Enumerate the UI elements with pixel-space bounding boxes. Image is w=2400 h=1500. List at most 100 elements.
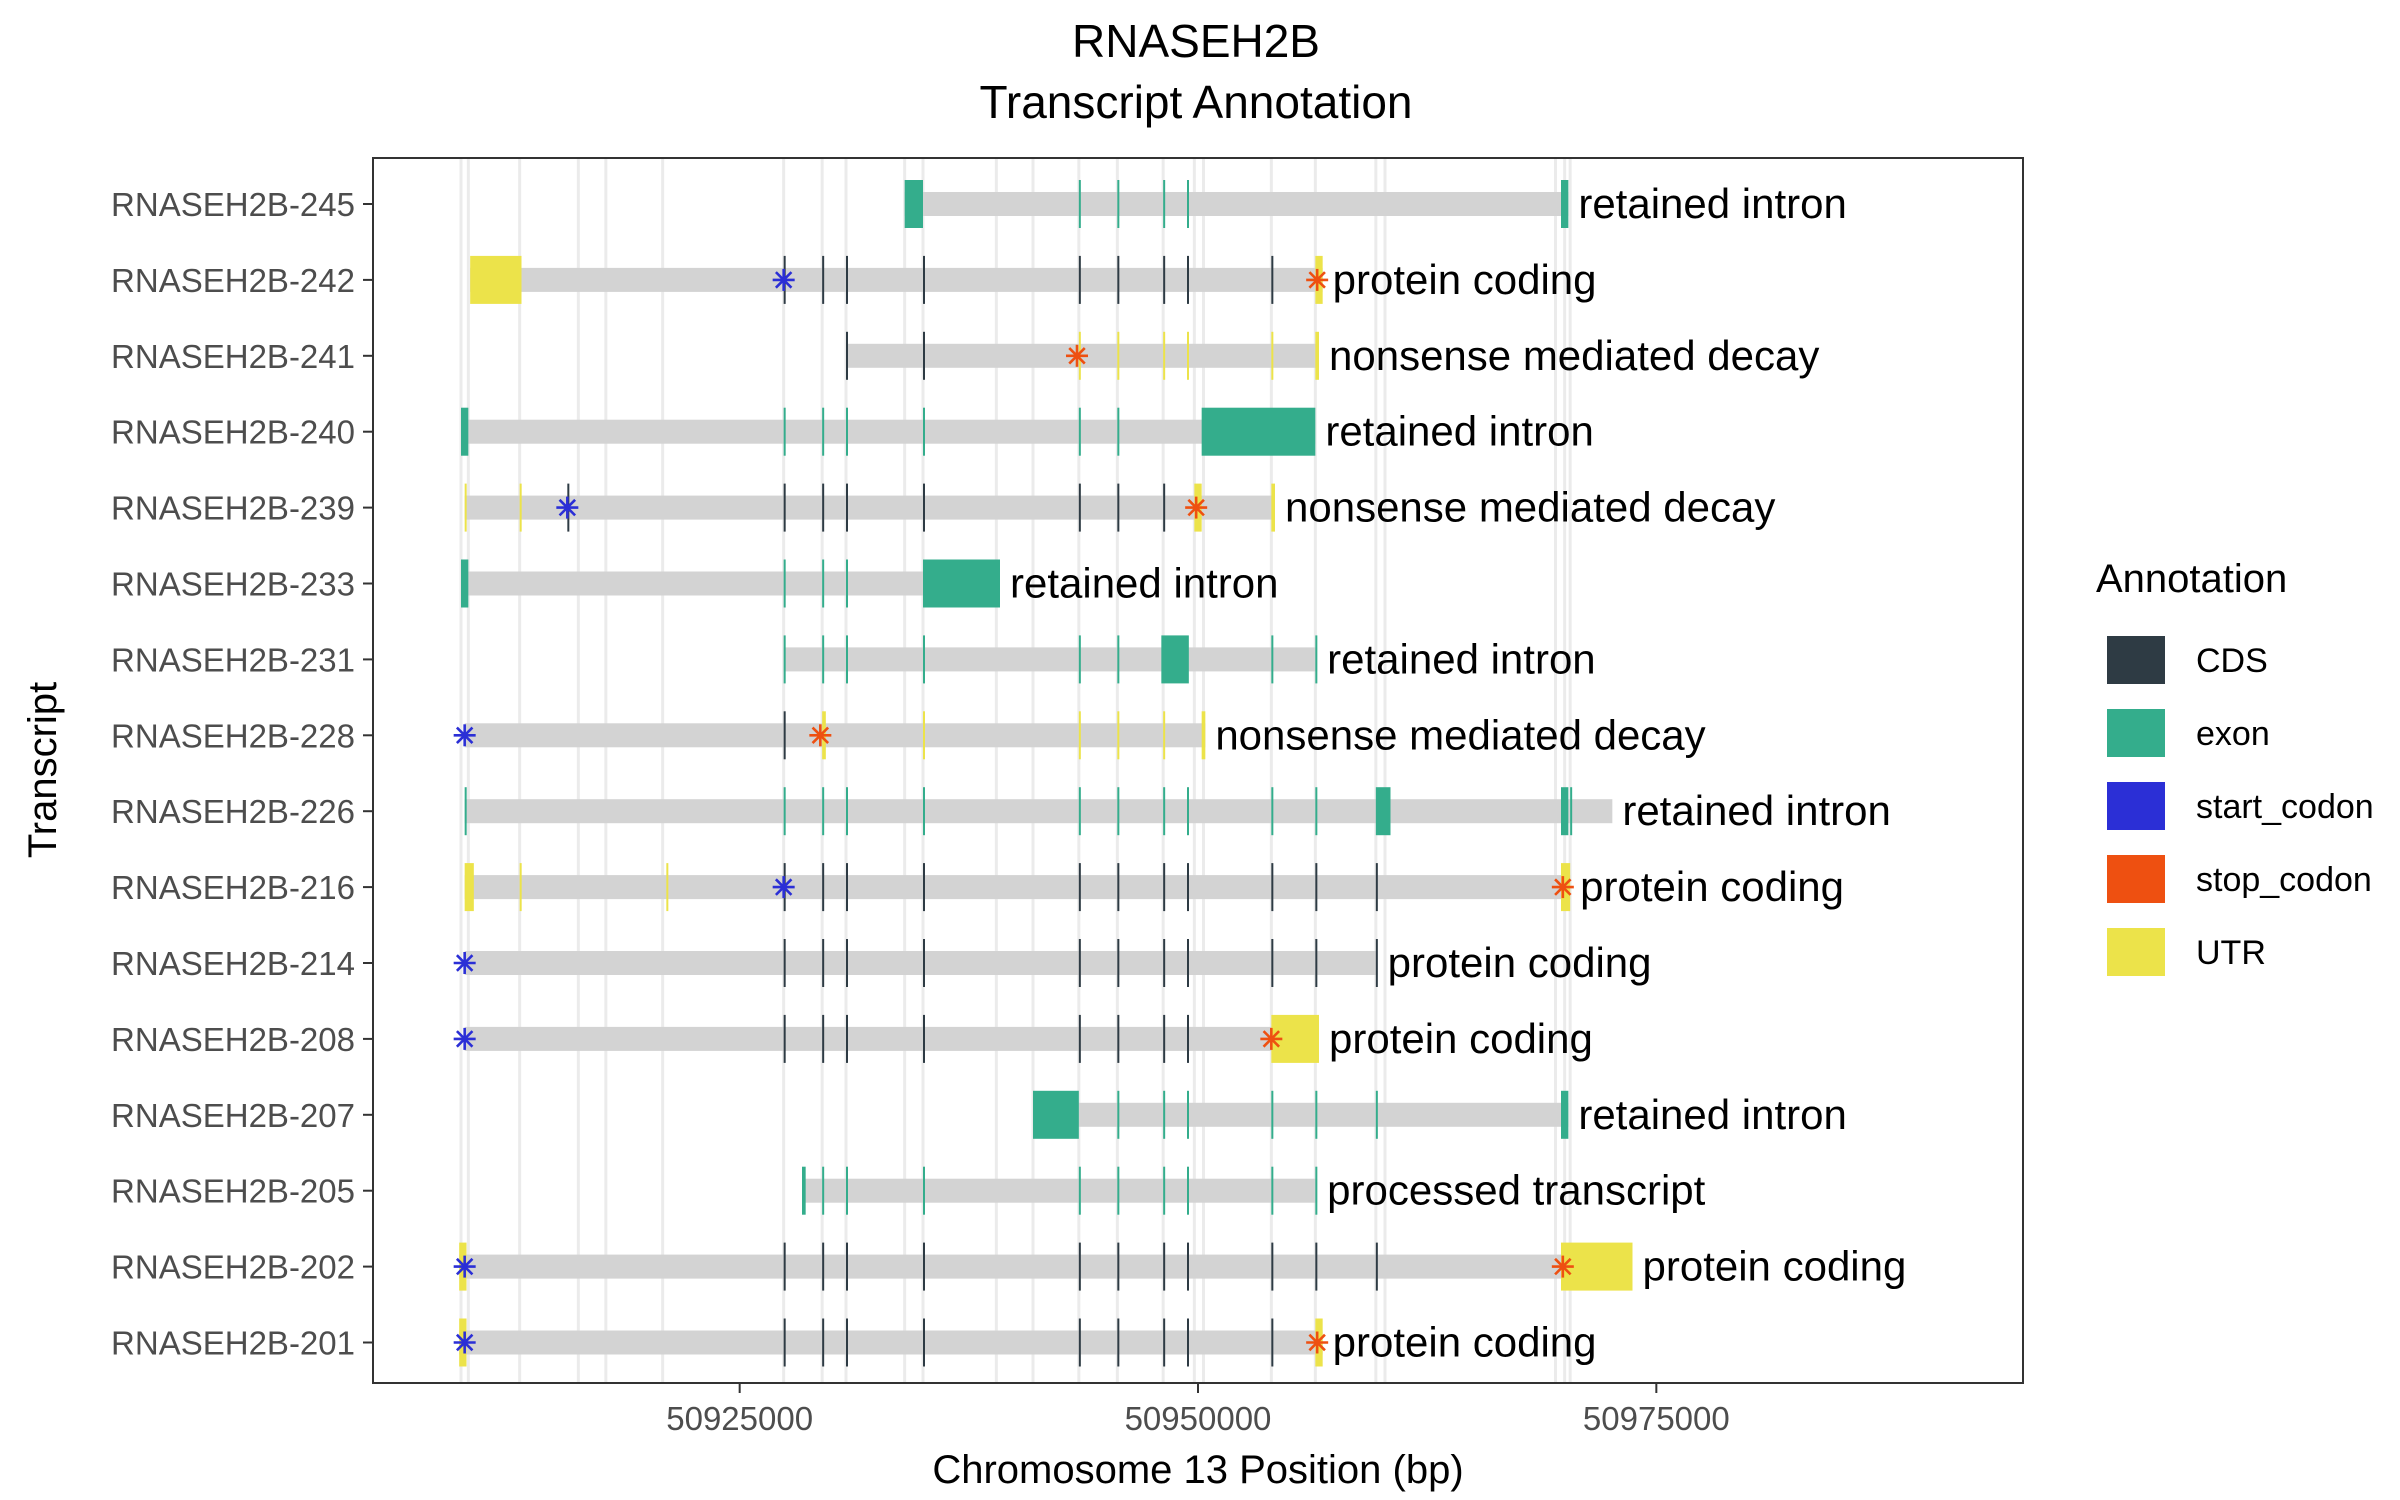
exon-block (1315, 1090, 1318, 1139)
cds-block (1078, 1014, 1081, 1063)
transcript-type-label: retained intron (1325, 408, 1594, 455)
transcript-type-label: retained intron (1622, 787, 1891, 834)
codon-stroke (1068, 347, 1086, 365)
codon-stroke (1308, 271, 1326, 289)
cds-block (1271, 939, 1274, 987)
cds-block (846, 255, 848, 304)
legend-label: stop_codon (2196, 861, 2372, 899)
start-codon-marker (453, 1331, 476, 1354)
transcript-span-bar (904, 192, 1569, 216)
exon-block (1078, 787, 1081, 836)
cds-block (1375, 863, 1378, 912)
start-codon-marker (772, 268, 795, 291)
exon-block (802, 1166, 806, 1215)
exon-block (1163, 180, 1166, 228)
cds-block (1163, 939, 1166, 987)
exon-block (822, 559, 825, 608)
cds-block (1117, 939, 1120, 987)
utr-block (1117, 331, 1120, 380)
cds-block (783, 483, 786, 532)
x-axis-title: Chromosome 13 Position (bp) (932, 1448, 1463, 1492)
exon-block (846, 787, 848, 836)
transcript-type-label: protein coding (1580, 863, 1844, 910)
transcript-type-label: retained intron (1010, 560, 1279, 607)
transcript-span-bar (783, 647, 1318, 672)
y-tick-label: RNASEH2B-233 (111, 566, 355, 603)
utr-block (1117, 711, 1120, 760)
transcript-type-label: retained intron (1327, 635, 1596, 682)
transcript-track: retained intron (904, 180, 1847, 228)
cds-block (846, 331, 848, 380)
exon-block (923, 1166, 925, 1215)
utr-block (1078, 711, 1081, 760)
utr-block (666, 863, 669, 912)
cds-block (1187, 255, 1189, 304)
legend-key-utr (2107, 928, 2165, 976)
codon-stroke (811, 726, 830, 744)
exon-block (783, 787, 786, 836)
transcript-track: protein coding (453, 1014, 1593, 1063)
cds-block (1078, 939, 1081, 987)
y-tick-label: RNASEH2B-226 (111, 793, 355, 830)
cds-block (783, 939, 786, 987)
cds-block (822, 1014, 825, 1063)
exon-block (783, 635, 786, 684)
x-tick-label: 50975000 (1583, 1400, 1730, 1437)
codon-stroke (1308, 1333, 1326, 1352)
exon-block (1078, 1166, 1081, 1215)
transcript-span-bar (464, 799, 1613, 824)
start-codon-marker (772, 876, 795, 899)
transcript-type-label: protein coding (1388, 939, 1652, 986)
exon-block (846, 1166, 848, 1215)
exon-block (822, 407, 825, 456)
cds-block (1078, 255, 1081, 304)
legend-label: UTR (2196, 934, 2266, 972)
exon-block (1117, 1166, 1120, 1215)
cds-block (1078, 1318, 1081, 1367)
cds-block (1315, 939, 1318, 987)
utr-block (464, 863, 474, 912)
transcript-span-bar (464, 495, 1276, 520)
exon-block (1561, 180, 1569, 228)
codon-stroke (774, 878, 793, 896)
x-axis: 50925000 50950000 50975000 (666, 1383, 1730, 1437)
exon-block (1561, 787, 1569, 836)
cds-block (923, 255, 925, 304)
cds-block (822, 863, 825, 912)
exon-block (923, 635, 925, 684)
legend-title: Annotation (2096, 557, 2287, 601)
cds-block (923, 483, 925, 532)
exon-block (1163, 1166, 1166, 1215)
transcript-tracks: retained intron protein coding nonsense me… (453, 180, 1906, 1367)
transcript-span-bar (802, 1178, 1318, 1203)
exon-block (1161, 635, 1189, 684)
legend: Annotation CDS exon start_codon stop_codon U… (2096, 557, 2374, 976)
stop-codon-marker (1306, 268, 1329, 291)
stop-codon-marker (1551, 1255, 1574, 1278)
cds-block (783, 1242, 786, 1291)
utr-block (519, 863, 522, 912)
exon-block (822, 1166, 825, 1215)
exon-block (822, 635, 825, 684)
exon-block (1570, 787, 1573, 836)
transcript-track: retained intron (1033, 1090, 1847, 1139)
y-tick-label: RNASEH2B-239 (111, 490, 355, 527)
start-codon-marker (453, 1027, 476, 1050)
transcript-track: protein coding (453, 1242, 1906, 1291)
exon-block (846, 407, 848, 456)
y-tick-label: RNASEH2B-231 (111, 641, 355, 678)
utr-block (1187, 331, 1189, 380)
transcript-type-label: protein coding (1329, 1015, 1593, 1062)
transcript-span-bar (470, 267, 1323, 292)
exon-block (1078, 407, 1081, 456)
cds-block (1078, 1242, 1081, 1291)
transcript-type-label: nonsense mediated decay (1329, 332, 1819, 379)
cds-block (923, 1318, 925, 1367)
exon-block (822, 787, 825, 836)
y-axis-title: Transcript (21, 682, 65, 858)
exon-block (461, 559, 469, 608)
exon-block (1375, 1090, 1378, 1139)
cds-block (783, 1318, 786, 1367)
cds-block (1163, 255, 1166, 304)
